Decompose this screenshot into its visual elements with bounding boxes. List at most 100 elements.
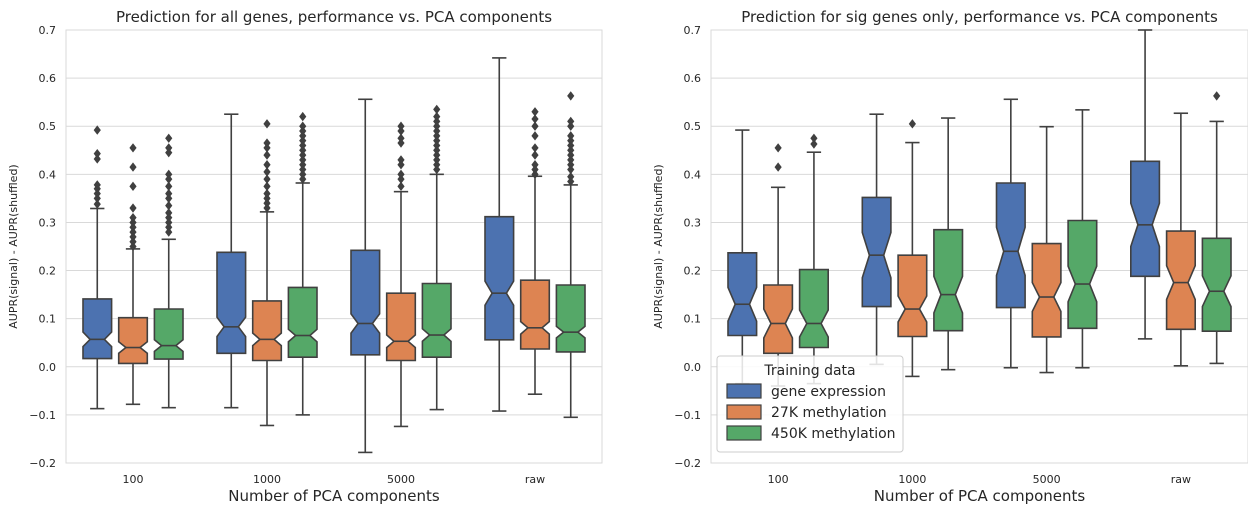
box-27k-methylation [1165, 112, 1196, 367]
box-body [421, 282, 452, 359]
y-tick-label: 0.2 [39, 265, 57, 278]
outlier-point [531, 164, 539, 175]
x-tick-label: raw [1171, 473, 1191, 486]
outlier-point [129, 217, 137, 228]
outlier-point [567, 164, 575, 175]
box-body [933, 228, 964, 332]
box-body [1031, 242, 1062, 338]
outlier-point [567, 176, 575, 187]
outlier-point [397, 160, 405, 170]
box-450k-methylation [421, 104, 452, 411]
outlier-point [165, 143, 173, 153]
outlier-point [908, 119, 916, 129]
y-tick-label: −0.1 [674, 409, 701, 422]
outlier-point [567, 91, 575, 101]
outlier-point [93, 199, 101, 209]
box-27k-methylation [762, 143, 794, 387]
x-tick-label: 5000 [1033, 473, 1061, 486]
box-body [350, 249, 381, 356]
box-gene-expression [1130, 29, 1161, 340]
legend-swatch-gene-expression [726, 383, 762, 399]
outlier-point [531, 121, 539, 131]
outlier-point [397, 169, 405, 180]
outlier-point [165, 200, 173, 211]
outlier-point [165, 227, 173, 237]
outlier-point [433, 116, 441, 127]
y-tick-label: 0.3 [39, 216, 57, 229]
outlier-point [165, 222, 173, 232]
x-tick-label: 100 [123, 473, 144, 486]
outlier-point [165, 193, 173, 204]
outlier-point [433, 160, 441, 170]
outlier-point [567, 135, 575, 146]
box-27k-methylation [385, 121, 417, 428]
outlier-point [129, 237, 137, 247]
x-tick-label: 5000 [387, 473, 415, 486]
outlier-point [567, 160, 575, 170]
outlier-point [299, 111, 307, 122]
x-tick-label: 1000 [898, 473, 926, 486]
outlier-point [433, 121, 441, 131]
box-gene-expression [727, 129, 758, 385]
outlier-point [93, 154, 101, 164]
legend-title: Training data [763, 363, 855, 379]
chart-title: Prediction for all genes, performance vs… [116, 8, 552, 26]
box-body [555, 284, 586, 353]
outlier-point [397, 133, 405, 143]
y-axis-label: AUPR(signal) - AUPR(shuffled) [7, 164, 20, 328]
outlier-point [165, 169, 173, 180]
outlier-point [1213, 91, 1221, 101]
outlier-point [433, 145, 441, 155]
outlier-point [299, 131, 307, 141]
x-tick-label: raw [525, 473, 545, 486]
outlier-point [129, 181, 137, 192]
box-450k-methylation [1201, 91, 1232, 365]
box-450k-methylation [287, 111, 318, 416]
y-tick-label: 0.4 [684, 168, 702, 181]
box-body [1165, 230, 1196, 331]
box-body [861, 196, 892, 308]
box-27k-methylation [1031, 125, 1062, 374]
outlier-point [531, 107, 539, 117]
box-27k-methylation [519, 107, 551, 396]
outlier-point [263, 174, 271, 184]
box-450k-methylation [798, 133, 830, 385]
outlier-point [93, 180, 101, 190]
box-body [153, 308, 184, 360]
box-body [385, 292, 417, 362]
outlier-point [165, 217, 173, 228]
outlier-point [263, 160, 271, 170]
outlier-point [299, 174, 307, 184]
outlier-point [129, 203, 137, 213]
outlier-point [263, 203, 271, 213]
outlier-point [433, 150, 441, 160]
box-27k-methylation [251, 119, 283, 427]
outlier-point [299, 169, 307, 180]
x-axis-label: Number of PCA components [228, 487, 440, 505]
box-gene-expression [995, 98, 1026, 369]
box-gene-expression [350, 98, 381, 454]
x-tick-label: 100 [768, 473, 789, 486]
outlier-point [567, 145, 575, 155]
y-tick-label: 0.7 [39, 24, 57, 37]
outlier-point [165, 148, 173, 158]
box-gene-expression [82, 125, 113, 410]
legend: Training data gene expression 27K methyl… [716, 355, 904, 453]
outlier-point [165, 181, 173, 192]
box-gene-expression [484, 57, 515, 412]
outlier-point [129, 232, 137, 242]
outlier-point [129, 241, 137, 252]
outlier-point [299, 126, 307, 136]
x-axis-label: Number of PCA components [874, 487, 1086, 505]
legend-label-450k-methylation: 450K methylation [771, 426, 896, 442]
box-body [798, 268, 830, 349]
box-gene-expression [216, 113, 247, 409]
box-body [897, 254, 928, 338]
outlier-point [263, 150, 271, 160]
outlier-point [397, 181, 405, 192]
outlier-point [263, 188, 271, 199]
outlier-point [299, 160, 307, 170]
box-body [1201, 237, 1232, 333]
outlier-point [129, 212, 137, 223]
outlier-point [567, 121, 575, 131]
